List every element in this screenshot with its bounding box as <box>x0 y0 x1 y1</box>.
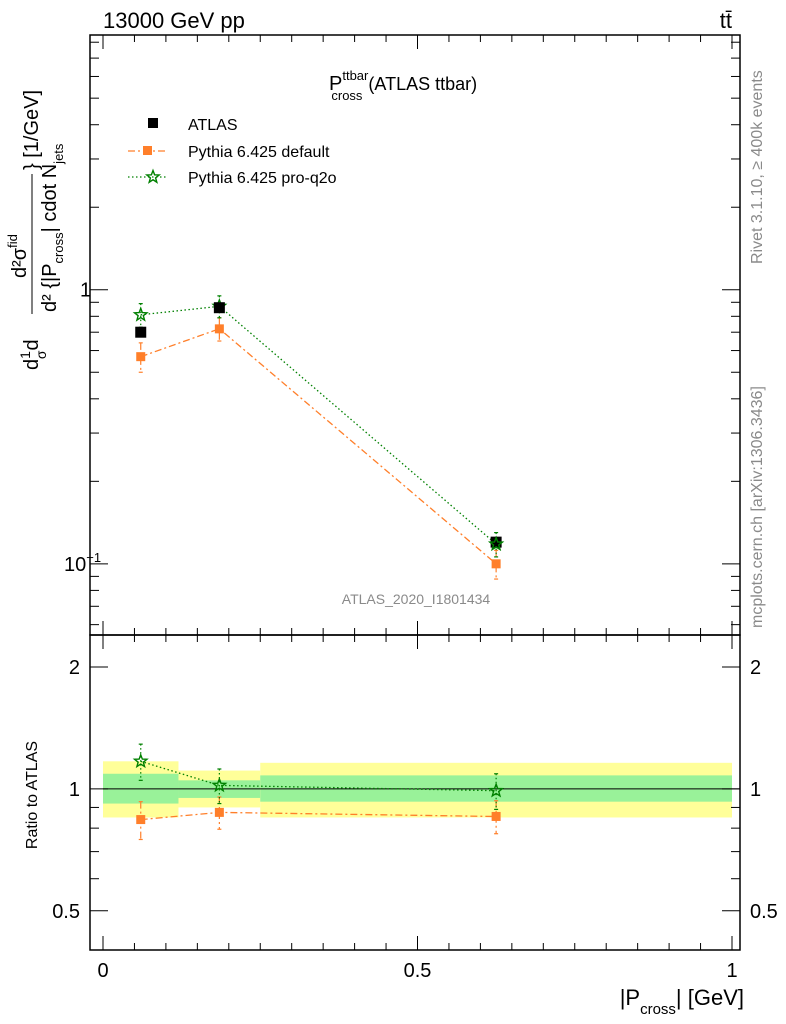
svg-text:d1σd: d1σd <box>17 339 49 370</box>
ratio-point-1-0 <box>132 752 149 769</box>
svg-text:d²σfid: d²σfid <box>5 234 31 278</box>
xlabel-rest: | [GeV] <box>676 985 744 1010</box>
ylabel-frac-bottom: σ <box>33 350 49 359</box>
x-axis-label: |Pcross| [GeV] <box>620 985 744 1018</box>
ylabel-numerator: d²σ <box>9 247 31 278</box>
main-axis-ticks: 10−1 1 <box>64 35 740 635</box>
main-overlay-point-3-0 <box>488 535 505 552</box>
ylabel-denominator-sub2: jets <box>51 143 66 165</box>
ratio-ytick-label-left-0: 0.5 <box>52 901 80 923</box>
ratio-point-0-0 <box>136 815 146 825</box>
plot-title-rest: (ATLAS ttbar) <box>368 74 477 94</box>
mcplots-reference-label: mcplots.cern.ch [arXiv:1306.3436] <box>749 386 766 628</box>
ratio-ytick-label-left-2: 2 <box>69 657 80 679</box>
xtick-label-2: 1 <box>726 960 737 982</box>
ylabel-units: } [1/GeV] <box>21 90 43 170</box>
legend-marker-default <box>143 146 152 155</box>
main-point-0-2 <box>490 536 502 548</box>
ratio-data-layer <box>132 743 505 841</box>
ylabel-d: d <box>21 359 43 370</box>
ratio-point-1-1 <box>211 776 228 793</box>
main-ytick-label-1: 1 <box>80 280 91 302</box>
legend: ATLAS Pythia 6.425 default Pythia 6.425 … <box>128 117 337 187</box>
main-line-1 <box>140 328 497 565</box>
plot-title-sub: cross <box>331 88 363 103</box>
header-energy-label: 13000 GeV pp <box>103 8 245 33</box>
legend-label-default: Pythia 6.425 default <box>188 144 330 161</box>
plot-title-main: P <box>329 73 342 95</box>
ylabel-d2: d <box>21 339 43 350</box>
ratio-ytick-label-left-1: 1 <box>69 779 80 801</box>
ylabel-denominator-mid: | cdot N <box>39 164 61 233</box>
ratio-ytick-label-right-2: 2 <box>750 657 761 679</box>
xlabel-main: |P <box>620 985 640 1010</box>
main-y-axis-label: d1σd d²σfid d² {|Pcross| cdot Njets } [1… <box>5 90 66 370</box>
legend-label-atlas: ATLAS <box>188 117 238 134</box>
xlabel-sub: cross <box>640 1001 676 1018</box>
main-point-1-2 <box>491 559 501 569</box>
main-ytick-label-sup-0: −1 <box>86 550 101 565</box>
svg-text:d² {|Pcross| cdot Njets: d² {|Pcross| cdot Njets <box>39 143 66 312</box>
main-data-layer <box>132 295 505 580</box>
ratio-axis-ticks: 0.5 0.5 1 1 2 2 0 0.5 1 <box>52 635 778 982</box>
ratio-plot-frame <box>89 634 741 951</box>
legend-marker-proq2o <box>144 168 162 184</box>
ratio-point-0-2 <box>491 811 501 821</box>
main-ytick-label-0: 10−1 <box>64 550 101 576</box>
legend-label-proq2o: Pythia 6.425 pro-q2o <box>188 170 337 187</box>
ylabel-numerator-sup: fid <box>5 234 20 248</box>
ylabel-denominator-sub: cross <box>51 232 66 264</box>
ratio-ytick-label-right-1: 1 <box>750 779 761 801</box>
main-point-1-0 <box>136 352 146 362</box>
ratio-ytick-label-right-0: 0.5 <box>750 901 778 923</box>
main-line-2 <box>140 305 497 545</box>
xtick-label-1: 0.5 <box>404 960 432 982</box>
xtick-label-0: 0 <box>97 960 108 982</box>
plot-title: Pttbar cross (ATLAS ttbar) <box>329 68 477 103</box>
main-point-0-1 <box>213 302 225 314</box>
main-point-1-1 <box>214 324 224 334</box>
header-process-label: tt̄ <box>720 8 732 33</box>
legend-marker-atlas <box>148 118 158 128</box>
main-panel: 10−1 1 Pttbar cross (ATLAS ttbar) ATLAS_202… <box>5 34 741 636</box>
main-point-2-0 <box>132 306 149 322</box>
ylabel-frac-top: 1 <box>17 351 33 359</box>
ylabel-denominator: d² {|P <box>39 263 61 312</box>
plot-title-sup: ttbar <box>342 68 369 83</box>
rivet-version-label: Rivet 3.1.10, ≥ 400k events <box>749 70 766 264</box>
main-point-0-0 <box>135 326 147 338</box>
ratio-point-1-2 <box>488 782 505 798</box>
analysis-watermark: ATLAS_2020_I1801434 <box>342 591 491 607</box>
ratio-point-0-1 <box>214 807 224 817</box>
ratio-y-axis-label: Ratio to ATLAS <box>24 741 41 849</box>
ratio-panel: 0.5 0.5 1 1 2 2 0 0.5 1 Ratio to ATLAS |Pcross| … <box>24 634 778 1018</box>
